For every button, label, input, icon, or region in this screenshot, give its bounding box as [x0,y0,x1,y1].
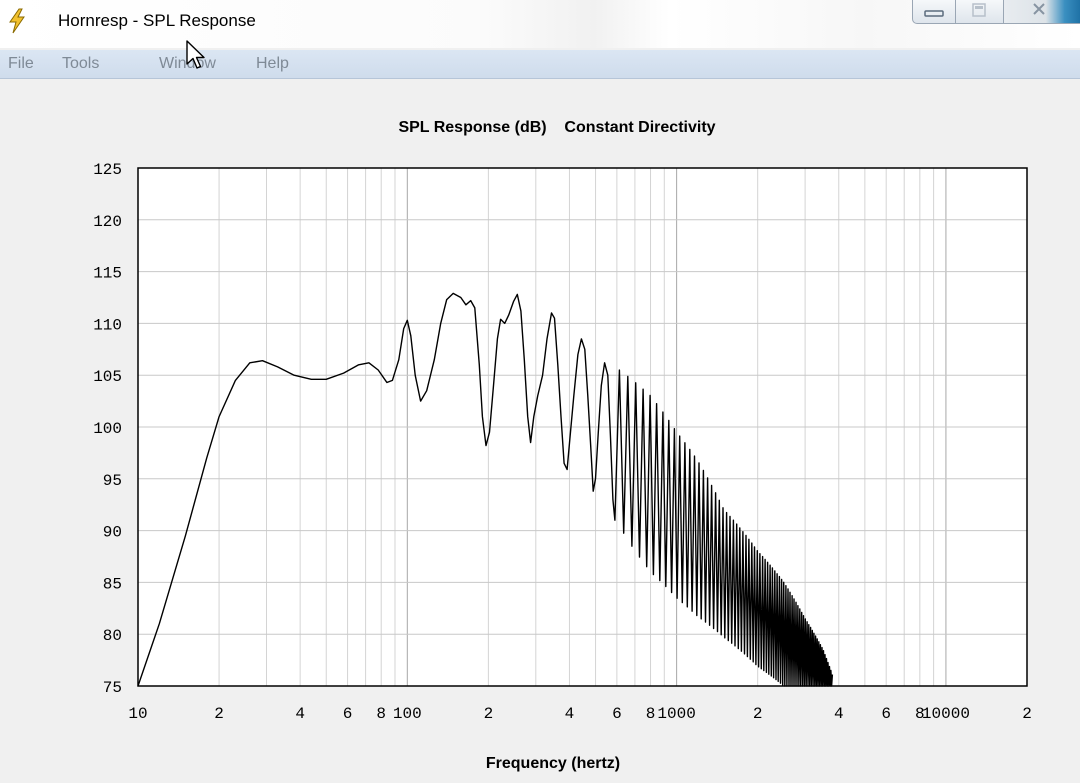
minimize-icon [924,10,944,17]
minimize-button[interactable] [912,0,956,24]
lightning-icon [9,8,25,34]
x-tick-label: 8 [646,705,656,723]
menu-bar: File Tools Window Help [0,50,1080,79]
close-button[interactable] [1004,0,1080,24]
x-axis-label: Frequency (hertz) [486,755,620,772]
x-tick-label: 100 [393,705,422,723]
menu-tools[interactable]: Tools [62,55,100,72]
y-tick-label: 80 [103,627,122,645]
x-tick-label: 2 [214,705,224,723]
y-tick-label: 85 [103,575,122,593]
window-title: Hornresp - SPL Response [58,11,256,30]
x-tick-label: 6 [343,705,353,723]
y-gridlines [138,219,1027,635]
y-tick-label: 115 [93,265,122,283]
y-tick-label: 125 [93,161,122,179]
close-icon [1033,3,1045,15]
y-axis-labels: 75 80 85 90 95 100 105 110 115 120 125 [93,161,122,697]
y-tick-label: 75 [103,679,122,697]
x-tick-label: 10 [128,705,147,723]
x-tick-label: 10000 [922,705,970,723]
x-tick-label: 8 [915,705,925,723]
spl-response-line [137,292,834,687]
y-tick-label: 120 [93,213,122,231]
y-tick-label: 105 [93,368,122,386]
x-tick-label: 4 [834,705,844,723]
y-tick-label: 95 [103,472,122,490]
x-tick-label: 4 [565,705,575,723]
x-tick-label: 6 [612,705,622,723]
x-tick-label: 2 [1022,705,1032,723]
y-tick-label: 100 [93,420,122,438]
plot-frame [137,167,1028,687]
y-tick-label: 110 [93,316,122,334]
title-bar[interactable]: Hornresp - SPL Response [0,0,1080,48]
plot-panel: SPL Response (dB) Constant Directivity 7… [20,80,1080,783]
spl-response-chart: SPL Response (dB) Constant Directivity 7… [93,119,1032,772]
maximize-button[interactable] [956,0,1004,24]
maximize-icon [972,3,986,17]
mouse-pointer-icon [186,40,205,69]
x-tick-label: 6 [881,705,891,723]
x-tick-label: 1000 [657,705,695,723]
menu-file[interactable]: File [8,55,34,72]
x-tick-label: 2 [753,705,763,723]
x-tick-label: 2 [484,705,494,723]
menu-help[interactable]: Help [256,55,289,72]
x-tick-label: 8 [376,705,386,723]
x-tick-label: 4 [295,705,305,723]
chart-title: SPL Response (dB) Constant Directivity [398,119,715,136]
y-tick-label: 90 [103,524,122,542]
